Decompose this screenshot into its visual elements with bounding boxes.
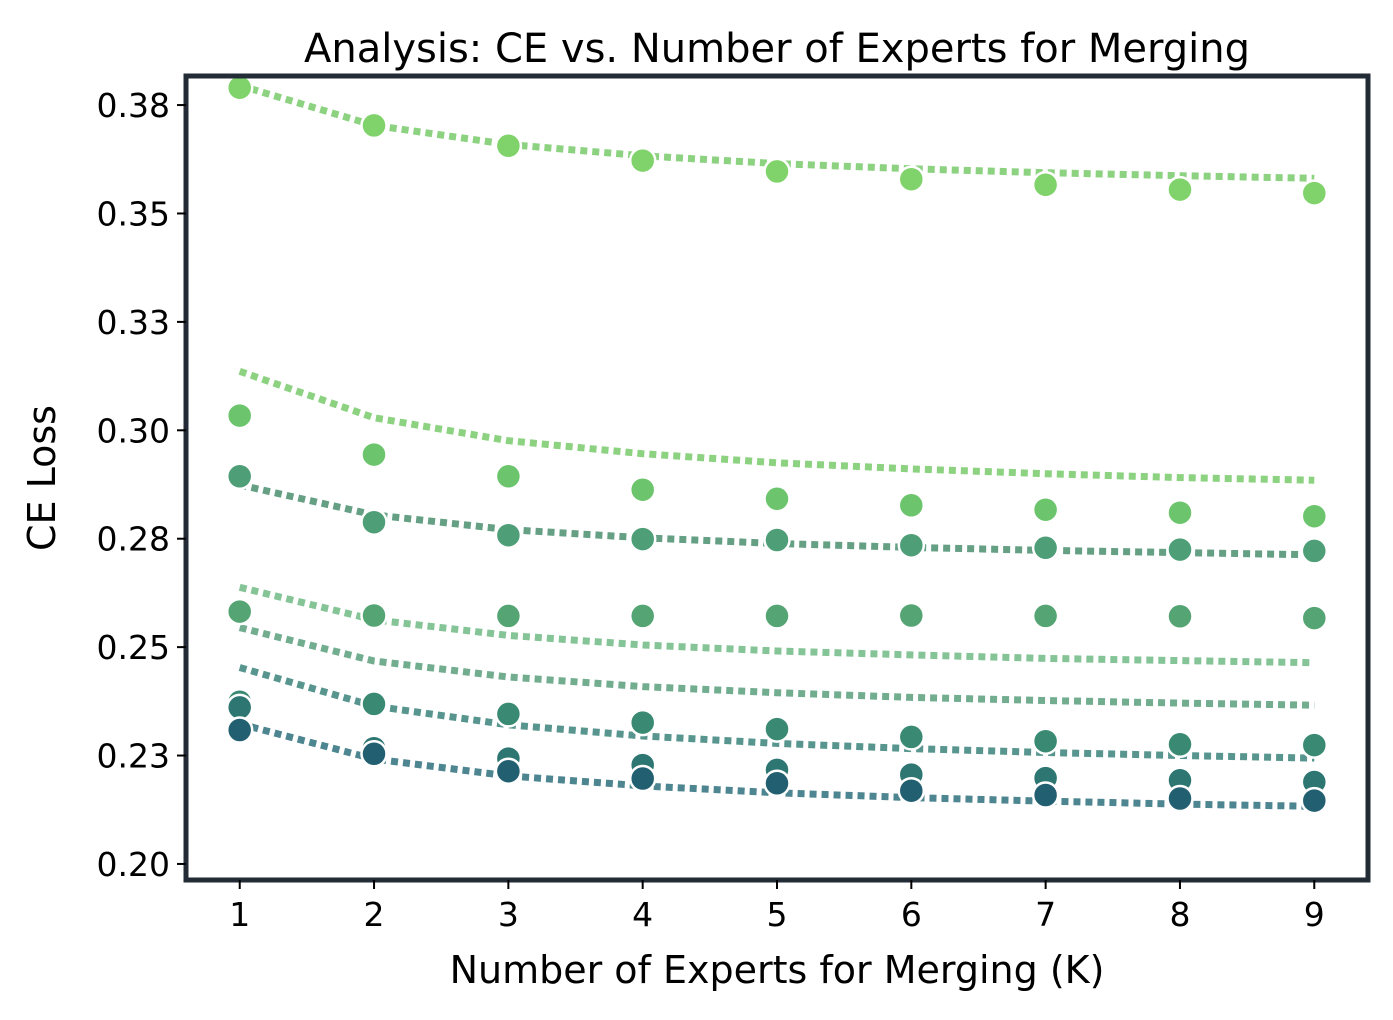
data-point-s7-k3 [494, 757, 523, 785]
data-point-s1-k3 [494, 132, 523, 160]
data-point-s5-k8 [1166, 730, 1194, 759]
x-tick-label: 1 [229, 895, 250, 934]
y-tick-label: 0.25 [97, 628, 170, 667]
data-point-s3-k5 [763, 526, 791, 554]
data-point-s6-k1 [225, 693, 254, 722]
fit-line-2 [238, 367, 1315, 484]
data-point-s3-k4 [628, 525, 657, 553]
data-point-s2-k7 [1031, 495, 1060, 524]
data-point-s7-k9 [1300, 786, 1329, 815]
data-point-s1-k6 [897, 165, 926, 193]
data-point-s5-k6 [897, 723, 926, 751]
fit-line-6 [238, 664, 1315, 762]
x-axis-ticks: 1 2 3 4 5 6 7 8 9 [229, 880, 1325, 934]
data-point-s5-k9 [1300, 731, 1329, 759]
x-tick-label: 7 [1035, 895, 1056, 934]
data-point-s4-k1 [225, 597, 254, 626]
data-point-s3-k7 [1031, 534, 1060, 562]
y-tick-label: 0.38 [97, 86, 170, 125]
data-point-s2-k1 [225, 401, 254, 430]
fit-line-4 [238, 583, 1315, 667]
data-point-s1-k8 [1166, 175, 1194, 204]
data-point-s2-k3 [494, 462, 523, 491]
x-tick-label: 5 [767, 895, 788, 934]
y-tick-label: 0.28 [97, 520, 170, 559]
data-point-s3-k8 [1166, 535, 1194, 564]
data-point-s7-k7 [1031, 781, 1060, 809]
fit-line-5 [238, 624, 1315, 709]
data-point-s3-k2 [360, 508, 388, 536]
data-point-s2-k6 [897, 491, 926, 520]
data-point-s3-k3 [494, 521, 523, 549]
data-point-s1-k4 [628, 146, 657, 175]
data-point-s4-k8 [1166, 602, 1194, 631]
data-point-s2-k4 [628, 475, 657, 504]
data-point-s7-k8 [1166, 784, 1194, 813]
data-point-s4-k3 [494, 602, 523, 630]
data-point-s1-k1 [225, 73, 254, 102]
y-tick-label: 0.33 [97, 303, 170, 342]
data-point-s4-k6 [897, 601, 926, 630]
data-points-layer [225, 73, 1329, 815]
y-tick-label: 0.23 [97, 737, 170, 776]
y-tick-label: 0.20 [97, 845, 170, 884]
data-point-s3-k6 [897, 531, 926, 559]
data-point-s5-k3 [494, 700, 523, 728]
data-point-s4-k9 [1300, 604, 1329, 632]
y-axis-ticks: 0.20 0.23 0.25 0.28 0.30 0.33 0.35 0.38 [97, 86, 186, 884]
x-tick-label: 8 [1169, 895, 1190, 934]
data-point-s4-k5 [763, 602, 791, 630]
y-axis-label: CE Loss [20, 405, 64, 551]
data-point-s4-k4 [628, 602, 657, 630]
x-axis-label: Number of Experts for Merging (K) [450, 948, 1105, 992]
data-point-s2-k9 [1300, 502, 1329, 530]
data-point-s3-k1 [225, 462, 254, 491]
data-point-s4-k2 [360, 601, 388, 630]
data-point-s2-k8 [1166, 498, 1194, 527]
data-point-s5-k7 [1031, 727, 1060, 755]
data-point-s7-k1 [225, 716, 254, 744]
data-point-s7-k6 [897, 776, 926, 805]
y-tick-label: 0.35 [97, 194, 170, 233]
x-tick-label: 4 [632, 895, 653, 934]
fit-lines-layer [238, 82, 1315, 810]
data-point-s4-k7 [1031, 602, 1060, 630]
data-point-s1-k2 [360, 111, 388, 140]
x-tick-label: 2 [364, 895, 385, 934]
data-point-s1-k7 [1031, 171, 1060, 199]
data-point-s2-k5 [763, 485, 791, 513]
data-point-s1-k9 [1300, 179, 1329, 207]
data-point-s3-k9 [1300, 537, 1329, 565]
data-point-s5-k5 [763, 715, 791, 743]
y-tick-label: 0.30 [97, 411, 170, 450]
x-tick-label: 6 [901, 895, 922, 934]
x-tick-label: 3 [498, 895, 519, 934]
data-point-s1-k5 [763, 157, 791, 186]
data-point-s7-k2 [360, 740, 388, 768]
data-point-s7-k4 [628, 764, 657, 793]
x-tick-label: 9 [1304, 895, 1325, 934]
data-point-s2-k2 [360, 440, 388, 469]
data-point-s7-k5 [763, 769, 791, 798]
data-point-s5-k2 [360, 690, 388, 718]
chart-title: Analysis: CE vs. Number of Experts for M… [304, 26, 1250, 72]
data-point-s5-k4 [628, 708, 657, 737]
